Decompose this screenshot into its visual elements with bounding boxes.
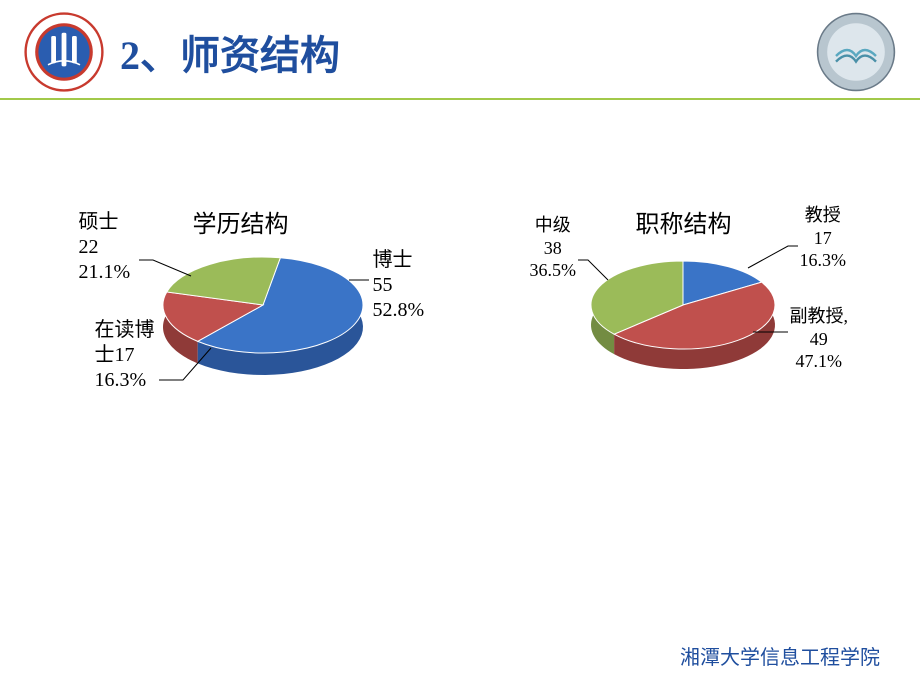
label-phd-candidate: 在读博 士17 16.3% [95, 318, 155, 393]
page-title: 2、师资结构 [120, 23, 340, 81]
university-logo-left [24, 12, 104, 92]
header-divider [0, 98, 920, 100]
chart2-title: 职称结构 [636, 204, 732, 239]
label-professor: 教授 17 16.3% [800, 204, 847, 272]
label-master: 硕士 22 21.1% [79, 210, 131, 285]
chart1-title: 学历结构 [193, 204, 289, 239]
label-assoc-professor: 副教授, 49 47.1% [790, 305, 849, 373]
title-structure-chart: 职称结构 教授 17 16.3% 副教授, 49 47.1% 中级 38 36.… [488, 210, 888, 470]
college-logo-right [816, 12, 896, 92]
footer-text: 湘潭大学信息工程学院 [680, 641, 880, 670]
education-structure-chart: 学历结构 博士 55 52.8% 在读博 士17 16.3% 硕士 22 21.… [33, 210, 463, 470]
label-doctor: 博士 55 52.8% [373, 248, 425, 323]
label-intermediate: 中级 38 36.5% [530, 214, 577, 282]
